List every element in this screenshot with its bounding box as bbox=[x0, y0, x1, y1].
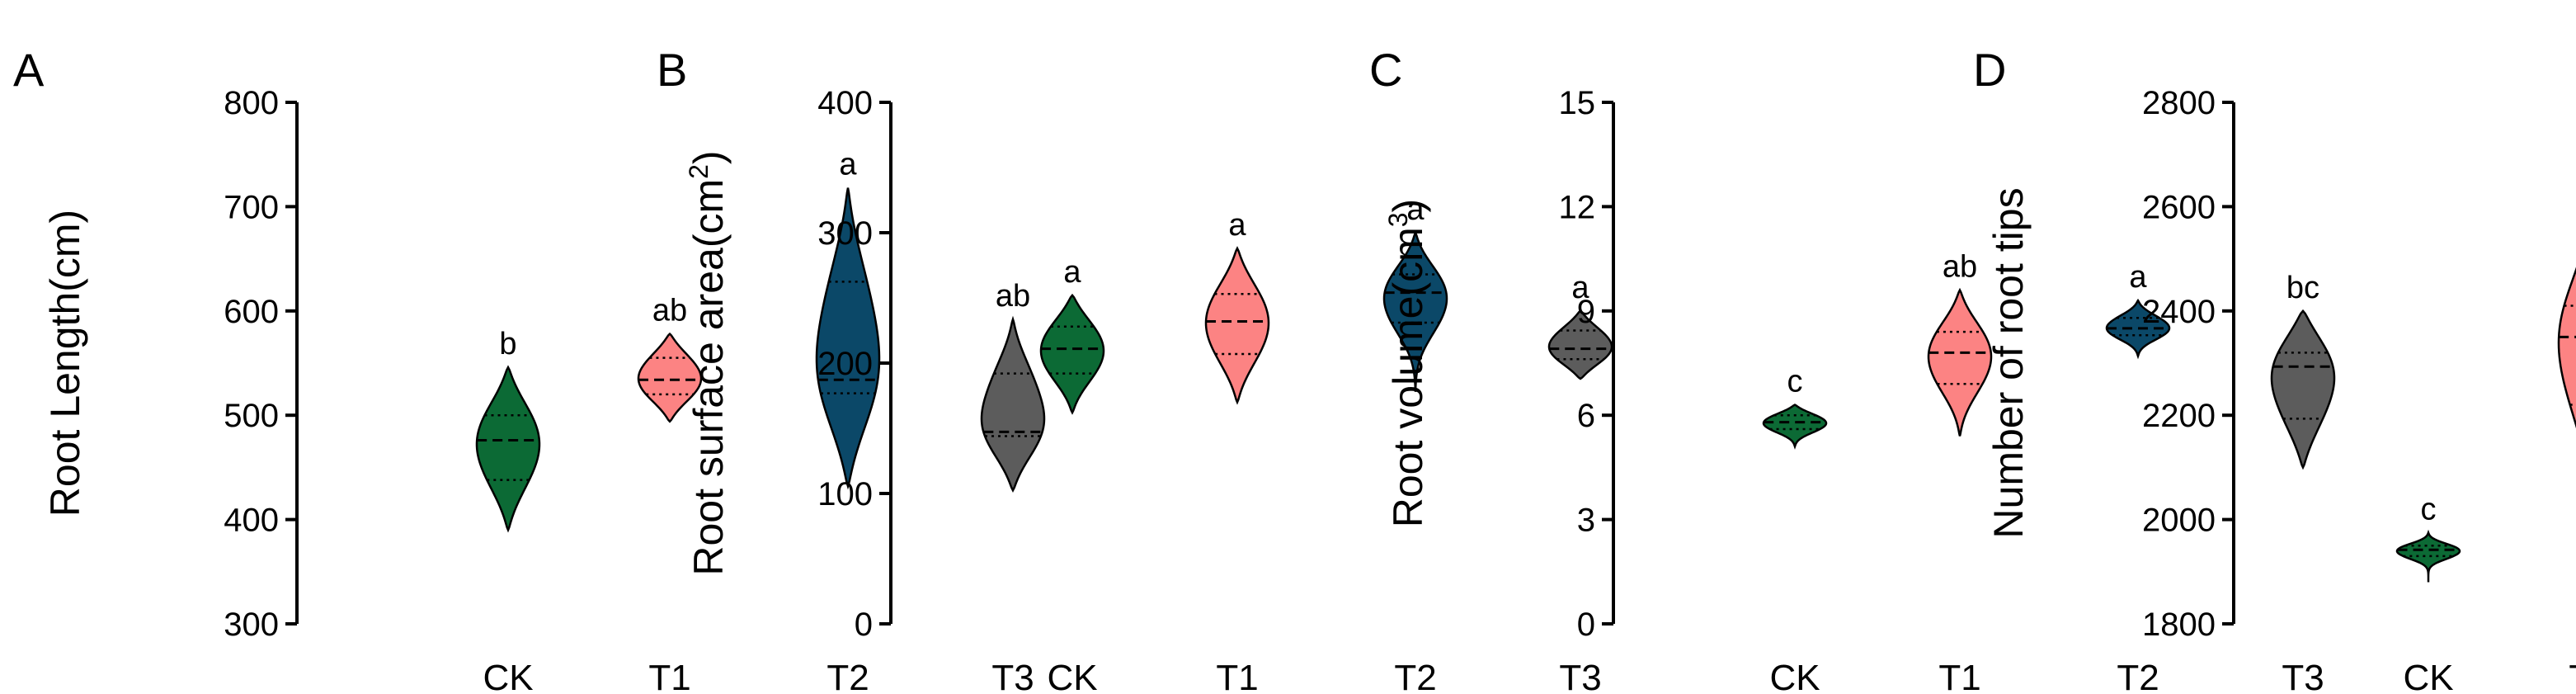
significance-letter: bc bbox=[2286, 271, 2319, 305]
violin-body bbox=[1547, 309, 1613, 380]
significance-letter: ab bbox=[996, 279, 1030, 314]
violin-T2: a T2 bbox=[2105, 260, 2171, 694]
category-label: T2 bbox=[2117, 658, 2159, 694]
panel-A: A 300 400 500 600 700 800 Root Length(cm) b CK ab T… bbox=[13, 44, 1046, 694]
category-label: T3 bbox=[1559, 658, 1601, 694]
category-label: CK bbox=[483, 658, 533, 694]
violin-body bbox=[1204, 246, 1270, 405]
y-tick-label: 2600 bbox=[2142, 189, 2216, 225]
violin-body bbox=[2557, 267, 2576, 429]
y-tick-label: 6 bbox=[1577, 398, 1595, 434]
significance-letter: c bbox=[1787, 365, 1803, 399]
category-label: T1 bbox=[648, 658, 690, 694]
panel-C: C 0 3 6 9 12 15 Root volume(cm3) c CK ab T1 a T2 bc T3 bbox=[1369, 44, 2336, 694]
y-tick-label: 0 bbox=[855, 607, 873, 643]
violin-T1: a T1 bbox=[1204, 208, 1270, 694]
panel-label: D bbox=[1973, 44, 2006, 96]
violin-body bbox=[1927, 287, 1993, 437]
violin-T1: ab T1 bbox=[1927, 250, 1993, 694]
violin-CK: c CK bbox=[2395, 492, 2461, 694]
violin-body bbox=[1382, 229, 1448, 392]
y-tick-label: 3 bbox=[1577, 503, 1595, 539]
significance-letter: c bbox=[2421, 492, 2437, 526]
violin-T3: a T3 bbox=[1547, 271, 1613, 694]
y-axis-title: Root Length(cm) bbox=[42, 210, 88, 517]
y-tick-label: 200 bbox=[817, 346, 873, 382]
significance-letter: a bbox=[1063, 255, 1081, 290]
significance-letter: a bbox=[2129, 260, 2147, 295]
y-axis-title: Root volume(cm3) bbox=[1383, 199, 1431, 527]
significance-letter: a bbox=[839, 148, 857, 182]
category-label: CK bbox=[2403, 658, 2453, 694]
significance-letter: ab bbox=[1943, 250, 1977, 285]
significance-letter: ab bbox=[652, 294, 687, 328]
y-tick-label: 500 bbox=[224, 398, 279, 434]
violin-body bbox=[2395, 529, 2461, 583]
violin-T2: a T2 bbox=[1382, 192, 1448, 694]
y-tick-label: 800 bbox=[224, 85, 279, 121]
category-label: T1 bbox=[2569, 658, 2576, 694]
y-tick-label: 2800 bbox=[2142, 85, 2216, 121]
category-label: T3 bbox=[991, 658, 1034, 694]
y-tick-label: 1800 bbox=[2142, 607, 2216, 643]
category-label: CK bbox=[1769, 658, 1820, 694]
category-label: T1 bbox=[1216, 658, 1258, 694]
violin-body bbox=[980, 315, 1046, 493]
violin-body bbox=[637, 332, 703, 423]
violin-body bbox=[1762, 404, 1828, 450]
y-tick-label: 100 bbox=[817, 476, 873, 512]
y-tick-label: 2000 bbox=[2142, 503, 2216, 539]
y-tick-label: 12 bbox=[1559, 189, 1596, 225]
y-tick-label: 9 bbox=[1577, 294, 1595, 330]
violin-T2: a T2 bbox=[815, 148, 881, 694]
violin-body bbox=[2270, 309, 2336, 470]
y-tick-label: 15 bbox=[1559, 85, 1596, 121]
category-label: T3 bbox=[2282, 658, 2324, 694]
violin-CK: a CK bbox=[1039, 255, 1105, 694]
violin-T3: ab T3 bbox=[980, 279, 1046, 694]
y-tick-label: 700 bbox=[224, 189, 279, 225]
category-label: CK bbox=[1047, 658, 1097, 694]
panel-label: B bbox=[657, 44, 687, 96]
violin-CK: c CK bbox=[1762, 365, 1828, 694]
category-label: T2 bbox=[1394, 658, 1436, 694]
category-label: T1 bbox=[1938, 658, 1980, 694]
violin-body bbox=[815, 187, 881, 490]
violin-body bbox=[475, 365, 541, 533]
violin-T1: ab T1 bbox=[637, 294, 703, 694]
significance-letter: b bbox=[499, 327, 516, 361]
y-tick-label: 400 bbox=[817, 85, 873, 121]
y-axis-title: Root surface area(cm2) bbox=[684, 150, 732, 575]
panel-label: A bbox=[13, 44, 45, 96]
panel-label: C bbox=[1369, 44, 1402, 96]
y-tick-label: 2400 bbox=[2142, 294, 2216, 330]
category-label: T2 bbox=[826, 658, 869, 694]
y-tick-label: 2200 bbox=[2142, 398, 2216, 434]
significance-letter: a bbox=[1406, 192, 1425, 227]
y-tick-label: 600 bbox=[224, 294, 279, 330]
y-tick-label: 0 bbox=[1577, 607, 1595, 643]
y-axis-title: Number of root tips bbox=[1985, 187, 2032, 538]
y-tick-label: 400 bbox=[224, 503, 279, 539]
violin-body bbox=[1039, 293, 1105, 415]
violin-T1: aT1 bbox=[2557, 267, 2576, 694]
significance-letter: a bbox=[1571, 271, 1589, 305]
violin-CK: b CK bbox=[475, 327, 541, 694]
panel-D: D 1800 2000 2200 2400 2600 2800 Number of root … bbox=[1973, 44, 2576, 694]
y-tick-label: 300 bbox=[817, 215, 873, 252]
violin-T3: bc T3 bbox=[2270, 271, 2336, 694]
y-tick-label: 300 bbox=[224, 607, 279, 643]
significance-letter: a bbox=[1228, 208, 1246, 243]
